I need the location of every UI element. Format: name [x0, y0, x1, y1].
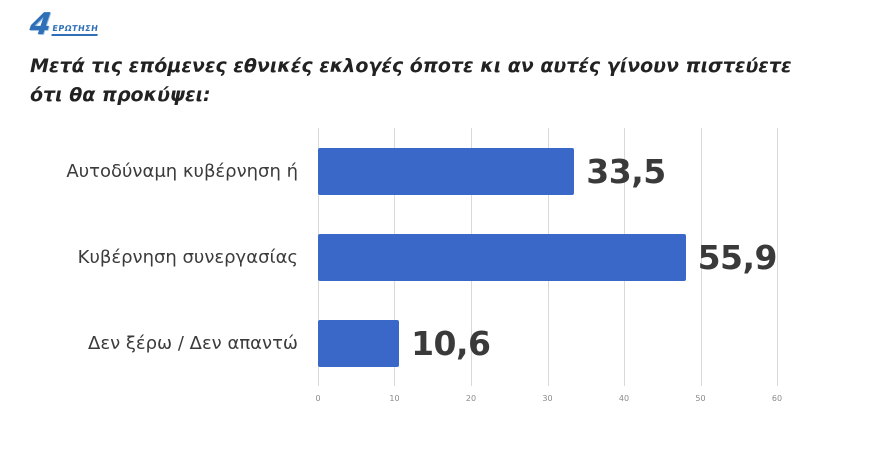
bar-row: Κυβέρνηση συνεργασίας 55,9 [0, 214, 880, 300]
gridline [700, 128, 702, 386]
value-label: 10,6 [411, 323, 491, 363]
gridline [777, 128, 778, 386]
bar [318, 147, 575, 195]
bar [318, 319, 400, 367]
x-tick-label: 20 [465, 394, 477, 403]
bar-plot-area: 33,5 [318, 147, 777, 195]
x-tick-label: 60 [771, 394, 783, 403]
bar-rows: Αυτοδύναμη κυβέρνηση ή 33,5 Κυβέρνηση συ… [0, 128, 880, 386]
x-tick-label: 10 [389, 394, 400, 403]
logo-number: 4 [27, 7, 54, 42]
question-number-logo: 4 ΕΡΩΤΗΣΗ [27, 7, 100, 42]
x-tick-label: 40 [618, 394, 630, 403]
bar-chart: Αυτοδύναμη κυβέρνηση ή 33,5 Κυβέρνηση συ… [0, 128, 880, 428]
logo-label: ΕΡΩΤΗΣΗ [51, 23, 100, 36]
x-tick-label: 0 [315, 394, 321, 403]
value-label: 33,5 [586, 151, 666, 191]
bar-plot-area: 55,9 [318, 233, 778, 281]
bar-row: Αυτοδύναμη κυβέρνηση ή 33,5 [0, 128, 880, 214]
bar-plot-area: 10,6 [318, 319, 777, 367]
category-label: Αυτοδύναμη κυβέρνηση ή [66, 160, 298, 182]
bar [318, 233, 686, 281]
x-tick-label: 30 [542, 394, 553, 403]
category-label: Κυβέρνηση συνεργασίας [77, 246, 298, 268]
x-tick-label: 50 [695, 394, 706, 403]
category-label: Δεν ξέρω / Δεν απαντώ [88, 332, 298, 354]
question-title: Μετά τις επόμενες εθνικές εκλογές όποτε … [30, 55, 792, 107]
value-label: 55,9 [697, 237, 778, 277]
x-axis-ticks: 0 10 20 30 40 50 60 [315, 394, 782, 408]
bar-row: Δεν ξέρω / Δεν απαντώ 10,6 [0, 300, 880, 386]
